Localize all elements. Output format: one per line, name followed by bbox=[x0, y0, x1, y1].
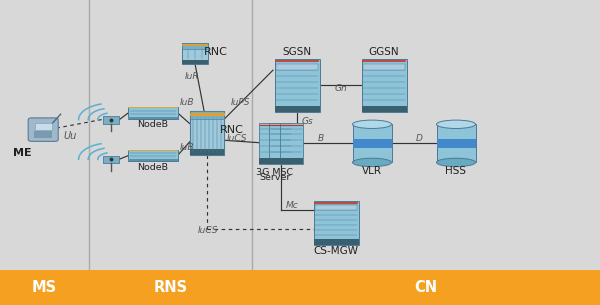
Ellipse shape bbox=[437, 158, 476, 167]
Text: RNC: RNC bbox=[220, 125, 244, 135]
FancyBboxPatch shape bbox=[103, 156, 119, 163]
Text: Mc: Mc bbox=[286, 201, 298, 210]
FancyBboxPatch shape bbox=[316, 205, 357, 210]
Text: IuB: IuB bbox=[179, 143, 194, 152]
Text: Gn: Gn bbox=[334, 84, 347, 93]
FancyBboxPatch shape bbox=[437, 139, 476, 148]
Text: IuPS: IuPS bbox=[231, 98, 251, 107]
Text: RNC: RNC bbox=[204, 47, 227, 57]
Text: HSS: HSS bbox=[445, 166, 467, 176]
Text: SGSN: SGSN bbox=[283, 47, 311, 57]
FancyBboxPatch shape bbox=[89, 270, 252, 305]
Text: Server: Server bbox=[259, 174, 290, 182]
Text: Uu: Uu bbox=[63, 131, 76, 141]
FancyBboxPatch shape bbox=[437, 124, 476, 162]
FancyBboxPatch shape bbox=[252, 270, 600, 305]
Text: VLR: VLR bbox=[362, 166, 382, 176]
Text: B: B bbox=[318, 134, 324, 143]
FancyBboxPatch shape bbox=[182, 43, 209, 49]
Text: IuR: IuR bbox=[185, 72, 199, 81]
FancyBboxPatch shape bbox=[0, 270, 89, 305]
Text: 3G MSC: 3G MSC bbox=[256, 168, 293, 177]
Text: CS-MGW: CS-MGW bbox=[314, 246, 359, 257]
FancyBboxPatch shape bbox=[280, 123, 303, 164]
FancyBboxPatch shape bbox=[128, 107, 178, 119]
FancyBboxPatch shape bbox=[364, 64, 404, 70]
FancyBboxPatch shape bbox=[275, 59, 320, 112]
FancyBboxPatch shape bbox=[190, 111, 224, 155]
Text: NodeB: NodeB bbox=[137, 120, 169, 129]
FancyBboxPatch shape bbox=[128, 150, 178, 151]
FancyBboxPatch shape bbox=[128, 117, 178, 119]
Text: Gs: Gs bbox=[302, 117, 314, 126]
FancyBboxPatch shape bbox=[259, 158, 281, 164]
FancyBboxPatch shape bbox=[314, 239, 359, 245]
Ellipse shape bbox=[437, 120, 476, 128]
Text: NodeB: NodeB bbox=[137, 163, 169, 172]
Ellipse shape bbox=[353, 158, 392, 167]
FancyBboxPatch shape bbox=[277, 64, 318, 70]
FancyBboxPatch shape bbox=[35, 123, 52, 130]
Text: ME: ME bbox=[13, 148, 32, 157]
Text: CN: CN bbox=[415, 280, 437, 295]
FancyBboxPatch shape bbox=[182, 59, 209, 64]
FancyBboxPatch shape bbox=[314, 201, 359, 245]
FancyBboxPatch shape bbox=[353, 124, 392, 162]
FancyBboxPatch shape bbox=[182, 43, 209, 64]
FancyBboxPatch shape bbox=[28, 118, 58, 142]
FancyBboxPatch shape bbox=[280, 158, 303, 164]
Ellipse shape bbox=[353, 120, 392, 128]
Text: IuB: IuB bbox=[179, 98, 194, 107]
FancyBboxPatch shape bbox=[128, 159, 178, 161]
FancyBboxPatch shape bbox=[103, 116, 119, 124]
FancyBboxPatch shape bbox=[361, 59, 407, 112]
FancyBboxPatch shape bbox=[353, 139, 392, 148]
FancyBboxPatch shape bbox=[269, 158, 292, 164]
Text: MS: MS bbox=[32, 280, 57, 295]
FancyBboxPatch shape bbox=[34, 131, 52, 138]
Text: D: D bbox=[416, 134, 422, 143]
FancyBboxPatch shape bbox=[361, 106, 407, 112]
Text: GGSN: GGSN bbox=[368, 47, 400, 57]
Text: IuCS: IuCS bbox=[227, 134, 247, 143]
FancyBboxPatch shape bbox=[259, 123, 281, 164]
FancyBboxPatch shape bbox=[190, 111, 224, 119]
Text: IuCS: IuCS bbox=[198, 226, 218, 235]
FancyBboxPatch shape bbox=[190, 149, 224, 155]
FancyBboxPatch shape bbox=[269, 123, 292, 164]
FancyBboxPatch shape bbox=[275, 106, 320, 112]
Text: RNS: RNS bbox=[154, 280, 187, 295]
FancyBboxPatch shape bbox=[128, 107, 178, 108]
FancyBboxPatch shape bbox=[128, 150, 178, 161]
